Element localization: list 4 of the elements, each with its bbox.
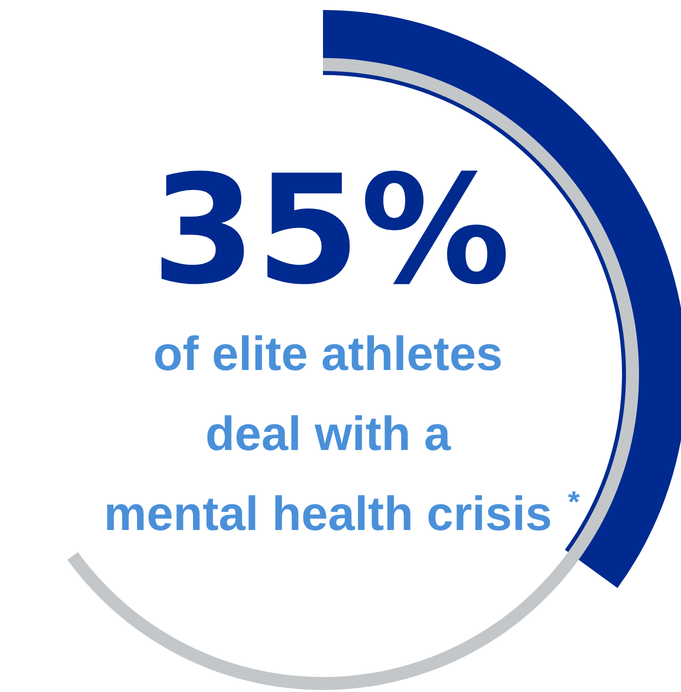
text: of elite athletes xyxy=(153,328,503,381)
data-label: 35% xyxy=(151,144,511,318)
text: deal with a xyxy=(205,408,451,461)
text: mental health crisis* xyxy=(104,486,580,541)
